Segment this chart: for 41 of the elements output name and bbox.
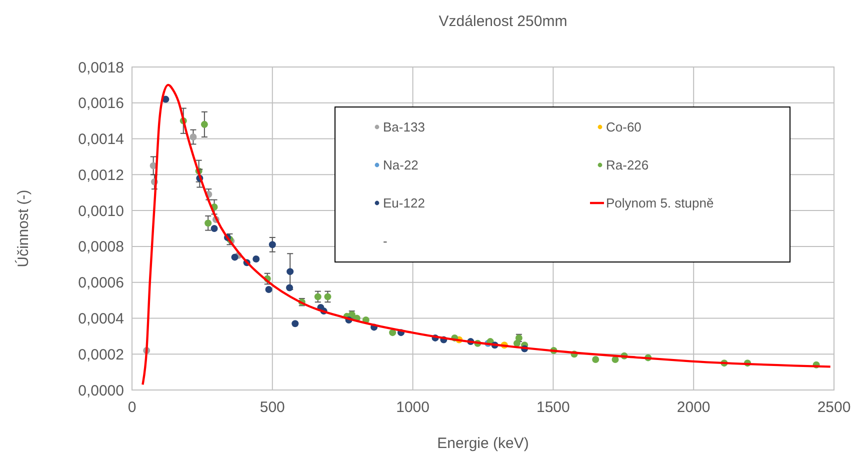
x-tick-label: 0: [128, 399, 136, 416]
point: [210, 225, 218, 232]
y-tick-label: 0,0002: [78, 346, 124, 364]
y-tick-label: 0,0000: [78, 382, 124, 400]
y-tick-label: 0,0008: [78, 238, 124, 256]
point: [204, 220, 212, 227]
legend-label: Ba-133: [383, 120, 425, 135]
y-tick-label: 0,0004: [78, 310, 124, 328]
y-tick-label: 0,0016: [78, 95, 124, 112]
legend-label: Polynom 5. stupně: [606, 196, 714, 211]
point: [268, 241, 276, 248]
line-series: [142, 84, 832, 386]
x-tick-label: 1500: [536, 399, 570, 416]
chart-title: Vzdálenost 250mm: [438, 13, 568, 30]
y-tick-label: 0,0010: [78, 202, 124, 220]
point: [286, 268, 294, 276]
point: [252, 256, 260, 263]
x-tick-label: 2000: [676, 399, 710, 416]
point: [314, 293, 322, 300]
point: [190, 133, 197, 140]
y-axis-title: Účinnost (-): [14, 190, 32, 268]
point: [265, 286, 272, 294]
x-axis-title: Energie (keV): [437, 435, 529, 452]
point: [292, 320, 299, 328]
y-tick-label: 0,0014: [78, 131, 124, 148]
x-tick-label: 1000: [396, 399, 430, 416]
point: [389, 329, 396, 336]
y-tick-label: 0,0006: [78, 274, 124, 292]
point: [231, 254, 238, 261]
y-tick-label: 0,0012: [78, 166, 124, 184]
point: [200, 120, 208, 128]
y-tick-label: 0,0018: [78, 59, 124, 76]
point: [324, 293, 332, 300]
legend-label: Ra-226: [606, 158, 649, 173]
x-tick-label: 500: [260, 399, 285, 416]
legend-label: Eu-122: [383, 196, 425, 211]
legend-label: Co-60: [606, 120, 642, 135]
x-tick-label: 2500: [817, 399, 851, 416]
point: [592, 356, 600, 363]
legend-label: Na-22: [383, 158, 418, 173]
text: -: [383, 234, 388, 249]
